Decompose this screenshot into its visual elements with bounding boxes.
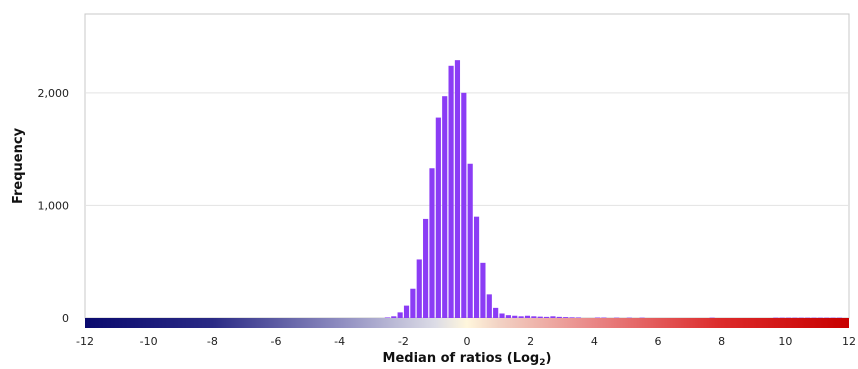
gridlines: [85, 92, 849, 206]
histogram-bar: [594, 317, 601, 319]
histogram-bar: [410, 288, 416, 318]
histogram-bar: [493, 307, 499, 318]
x-tick-label: -4: [334, 335, 345, 348]
y-axis-title: Frequency: [11, 127, 26, 204]
histogram-bar: [563, 317, 569, 318]
histogram-bar: [435, 117, 441, 319]
histogram-bar: [423, 218, 429, 318]
histogram-bar: [569, 317, 575, 319]
x-tick-label: -10: [140, 335, 158, 348]
histogram-bar: [397, 312, 403, 318]
histogram-bar: [467, 163, 473, 318]
histogram-bar: [505, 315, 511, 318]
y-tick-label: 0: [62, 312, 69, 325]
x-tick-label: -2: [398, 335, 409, 348]
x-tick-label: 10: [778, 335, 792, 348]
x-tick-label: 4: [591, 335, 598, 348]
histogram-bar: [537, 316, 543, 318]
histogram-bar: [454, 60, 461, 318]
histogram-bar: [531, 316, 537, 318]
histogram-bar: [550, 316, 556, 318]
x-tick-label: 8: [718, 335, 725, 348]
histogram-bar: [473, 216, 480, 318]
x-tick-label: 2: [527, 335, 534, 348]
x-tick-label: 6: [655, 335, 662, 348]
x-tick-label: 0: [464, 335, 471, 348]
bars: [384, 60, 843, 319]
histogram-bar: [403, 305, 410, 318]
colorbar: [85, 318, 849, 328]
histogram-bar: [384, 317, 390, 319]
histogram-bar: [486, 294, 492, 318]
histogram-bar: [512, 315, 518, 318]
x-tick-label: -8: [207, 335, 218, 348]
histogram-bar: [499, 313, 505, 318]
histogram-bar: [391, 316, 397, 318]
histogram-bar: [429, 168, 435, 318]
histogram-bar: [575, 317, 581, 319]
y-tick-label: 1,000: [38, 199, 70, 212]
x-tick-label: -12: [76, 335, 94, 348]
y-axis-ticks: 0 1,000 2,000: [38, 87, 70, 325]
histogram-bar: [442, 96, 448, 318]
x-axis-title: Median of ratios (Log2): [383, 351, 552, 368]
histogram-bar: [480, 262, 486, 318]
histogram-bar: [416, 259, 422, 318]
histogram-bar: [461, 92, 467, 318]
histogram-bar: [544, 316, 550, 318]
x-axis-ticks: -12 -10 -8 -6 -4 -2 0 2 4 6 8 10 12: [76, 335, 856, 348]
histogram-bar: [556, 316, 562, 318]
histogram-bar: [601, 317, 607, 319]
y-tick-label: 2,000: [38, 87, 70, 100]
x-tick-label: -6: [271, 335, 282, 348]
plot-frame: [84, 13, 850, 319]
x-tick-label: 12: [842, 335, 856, 348]
histogram-bar: [448, 65, 454, 318]
histogram-bar: [518, 316, 524, 318]
histogram-bar: [524, 315, 531, 318]
